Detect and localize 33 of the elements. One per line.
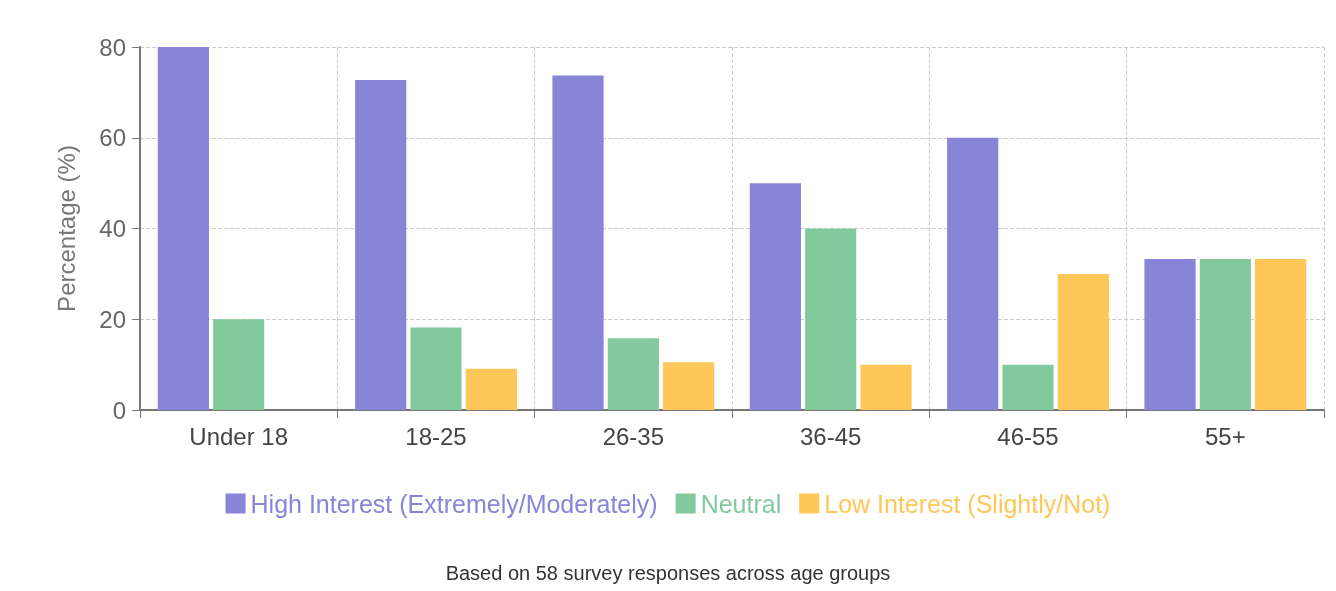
bar <box>157 47 209 410</box>
bar <box>607 338 659 410</box>
y-axis-title: Percentage (%) <box>52 145 80 312</box>
y-tick-label: 0 <box>112 396 126 424</box>
legend-label: Low Interest (Slightly/Not) <box>824 489 1111 518</box>
x-tick-label: 26-35 <box>602 422 665 450</box>
y-tick-label: 40 <box>99 215 126 242</box>
y-tick-label: 20 <box>99 305 126 333</box>
bar <box>749 183 801 410</box>
bar <box>805 228 857 410</box>
bar <box>1144 258 1196 410</box>
bar <box>1255 258 1307 410</box>
y-tick-label: 60 <box>99 124 126 152</box>
x-tick-label: Under 18 <box>189 422 289 450</box>
bar <box>860 364 912 410</box>
bar <box>947 137 999 410</box>
x-tick-label: 55+ <box>1204 422 1246 450</box>
text: Based on 58 survey responses across age groups <box>445 562 891 584</box>
legend-label: Neutral <box>700 489 782 518</box>
bar <box>1057 273 1109 410</box>
y-tick-label: 80 <box>99 33 126 61</box>
bar <box>465 368 517 410</box>
legend-label: High Interest (Extremely/Moderately) <box>250 489 658 518</box>
bar <box>213 319 265 410</box>
x-tick-label: 18-25 <box>405 422 467 450</box>
bar <box>1199 258 1251 410</box>
x-tick-label: 36-45 <box>799 422 862 450</box>
bar <box>355 80 407 410</box>
bar <box>663 362 715 410</box>
bar <box>1002 364 1054 410</box>
x-tick-label: 46-55 <box>997 422 1059 450</box>
bar <box>552 75 604 410</box>
bar <box>410 327 462 410</box>
